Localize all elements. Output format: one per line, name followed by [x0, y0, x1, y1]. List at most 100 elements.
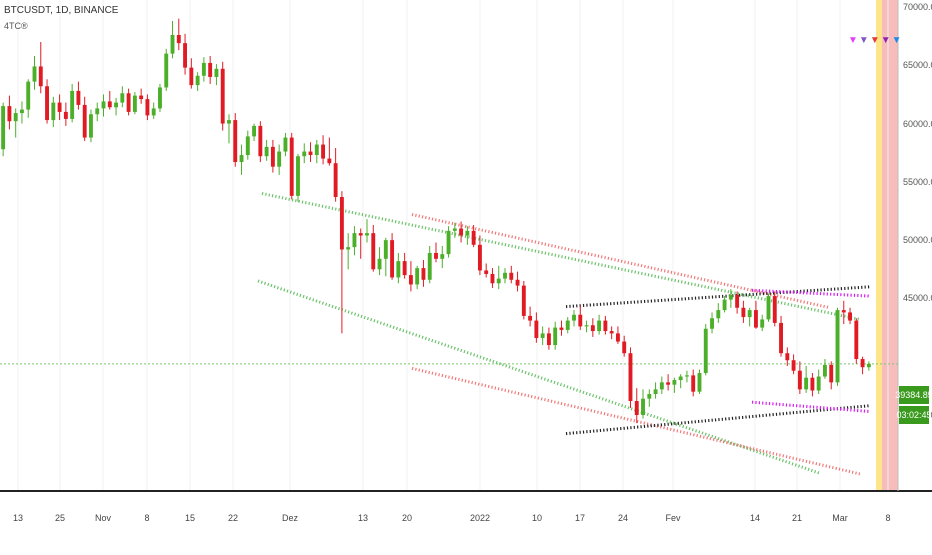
candle-body[interactable]	[465, 230, 470, 236]
candle-body[interactable]	[107, 101, 112, 108]
candle-body[interactable]	[446, 230, 451, 255]
candle-body[interactable]	[597, 320, 602, 332]
candle-body[interactable]	[139, 95, 144, 100]
candle-body[interactable]	[321, 144, 326, 159]
candle-body[interactable]	[26, 81, 31, 110]
candle-body[interactable]	[509, 272, 514, 280]
candle-body[interactable]	[434, 252, 438, 259]
candle-body[interactable]	[603, 320, 608, 332]
candle-body[interactable]	[710, 318, 714, 329]
candle-body[interactable]	[572, 314, 576, 321]
channel-line[interactable]	[565, 404, 871, 436]
candle-body[interactable]	[779, 322, 783, 354]
candle-body[interactable]	[691, 375, 696, 392]
candle-body[interactable]	[697, 373, 702, 392]
candle-body[interactable]	[490, 273, 495, 284]
candle-body[interactable]	[503, 272, 507, 279]
candle-body[interactable]	[183, 43, 188, 68]
candle-body[interactable]	[521, 285, 526, 316]
candle-body[interactable]	[63, 111, 68, 119]
candle-body[interactable]	[333, 163, 338, 198]
candle-body[interactable]	[114, 102, 119, 108]
candle-body[interactable]	[452, 228, 457, 231]
candle-body[interactable]	[101, 101, 106, 109]
candle-body[interactable]	[371, 233, 376, 270]
candle-body[interactable]	[427, 252, 432, 280]
candle-body[interactable]	[609, 331, 614, 334]
candle-body[interactable]	[528, 315, 533, 321]
candle-body[interactable]	[314, 144, 319, 156]
candle-body[interactable]	[766, 296, 771, 320]
candle-body[interactable]	[327, 158, 332, 164]
candle-body[interactable]	[70, 90, 75, 119]
candle-body[interactable]	[120, 93, 125, 103]
candle-body[interactable]	[459, 228, 464, 236]
candle-body[interactable]	[57, 102, 62, 112]
candle-body[interactable]	[471, 230, 476, 245]
candle-body[interactable]	[45, 86, 49, 121]
candle-body[interactable]	[377, 258, 382, 270]
candle-body[interactable]	[346, 247, 351, 250]
candle-body[interactable]	[854, 320, 859, 360]
candle-body[interactable]	[352, 233, 357, 248]
candle-body[interactable]	[176, 34, 181, 44]
candle-body[interactable]	[628, 353, 633, 402]
candle-body[interactable]	[772, 296, 777, 323]
candle-body[interactable]	[195, 75, 200, 86]
candle-body[interactable]	[208, 62, 213, 77]
candle-body[interactable]	[415, 268, 420, 285]
candle-body[interactable]	[270, 146, 275, 167]
candle-body[interactable]	[848, 312, 852, 321]
candle-body[interactable]	[264, 146, 269, 157]
candle-body[interactable]	[546, 333, 551, 346]
candle-body[interactable]	[283, 137, 288, 152]
candle-body[interactable]	[258, 125, 263, 157]
candle-body[interactable]	[540, 333, 545, 339]
candle-body[interactable]	[484, 270, 489, 274]
candle-body[interactable]	[553, 327, 558, 346]
candle-body[interactable]	[170, 34, 175, 54]
candle-body[interactable]	[515, 279, 520, 286]
candle-body[interactable]	[716, 310, 721, 319]
candle-body[interactable]	[245, 136, 250, 156]
candle-body[interactable]	[496, 278, 501, 284]
candle-body[interactable]	[383, 240, 388, 259]
candle-body[interactable]	[408, 275, 413, 285]
candle-body[interactable]	[634, 401, 639, 415]
candle-body[interactable]	[239, 155, 244, 163]
candle-body[interactable]	[753, 310, 758, 328]
symbol-title[interactable]: BTCUSDT, 1D, BINANCE	[4, 5, 119, 16]
candle-body[interactable]	[829, 364, 834, 383]
candle-body[interactable]	[277, 151, 282, 167]
candle-body[interactable]	[132, 95, 137, 112]
candle-body[interactable]	[20, 109, 24, 114]
channel-line[interactable]	[257, 279, 821, 475]
candle-body[interactable]	[797, 370, 802, 390]
candle-body[interactable]	[747, 310, 752, 318]
indicator-label[interactable]: 4TC®	[4, 21, 28, 31]
candle-body[interactable]	[735, 294, 740, 308]
candle-body[interactable]	[358, 233, 363, 236]
candle-body[interactable]	[835, 310, 840, 383]
candle-body[interactable]	[584, 325, 589, 327]
candle-body[interactable]	[440, 254, 445, 259]
candle-body[interactable]	[728, 294, 733, 300]
candle-body[interactable]	[841, 310, 846, 313]
candle-body[interactable]	[390, 240, 395, 278]
candle-body[interactable]	[145, 99, 150, 116]
candle-body[interactable]	[76, 90, 81, 105]
candle-body[interactable]	[641, 398, 645, 415]
candle-body[interactable]	[534, 320, 539, 339]
candle-body[interactable]	[590, 325, 595, 332]
candle-body[interactable]	[189, 67, 194, 86]
candle-body[interactable]	[82, 104, 87, 138]
candle-body[interactable]	[672, 380, 677, 385]
candle-body[interactable]	[252, 125, 257, 137]
candle-body[interactable]	[703, 328, 708, 374]
candle-body[interactable]	[565, 320, 570, 330]
candle-body[interactable]	[559, 327, 564, 330]
candle-body[interactable]	[810, 377, 815, 391]
candle-body[interactable]	[477, 244, 482, 271]
